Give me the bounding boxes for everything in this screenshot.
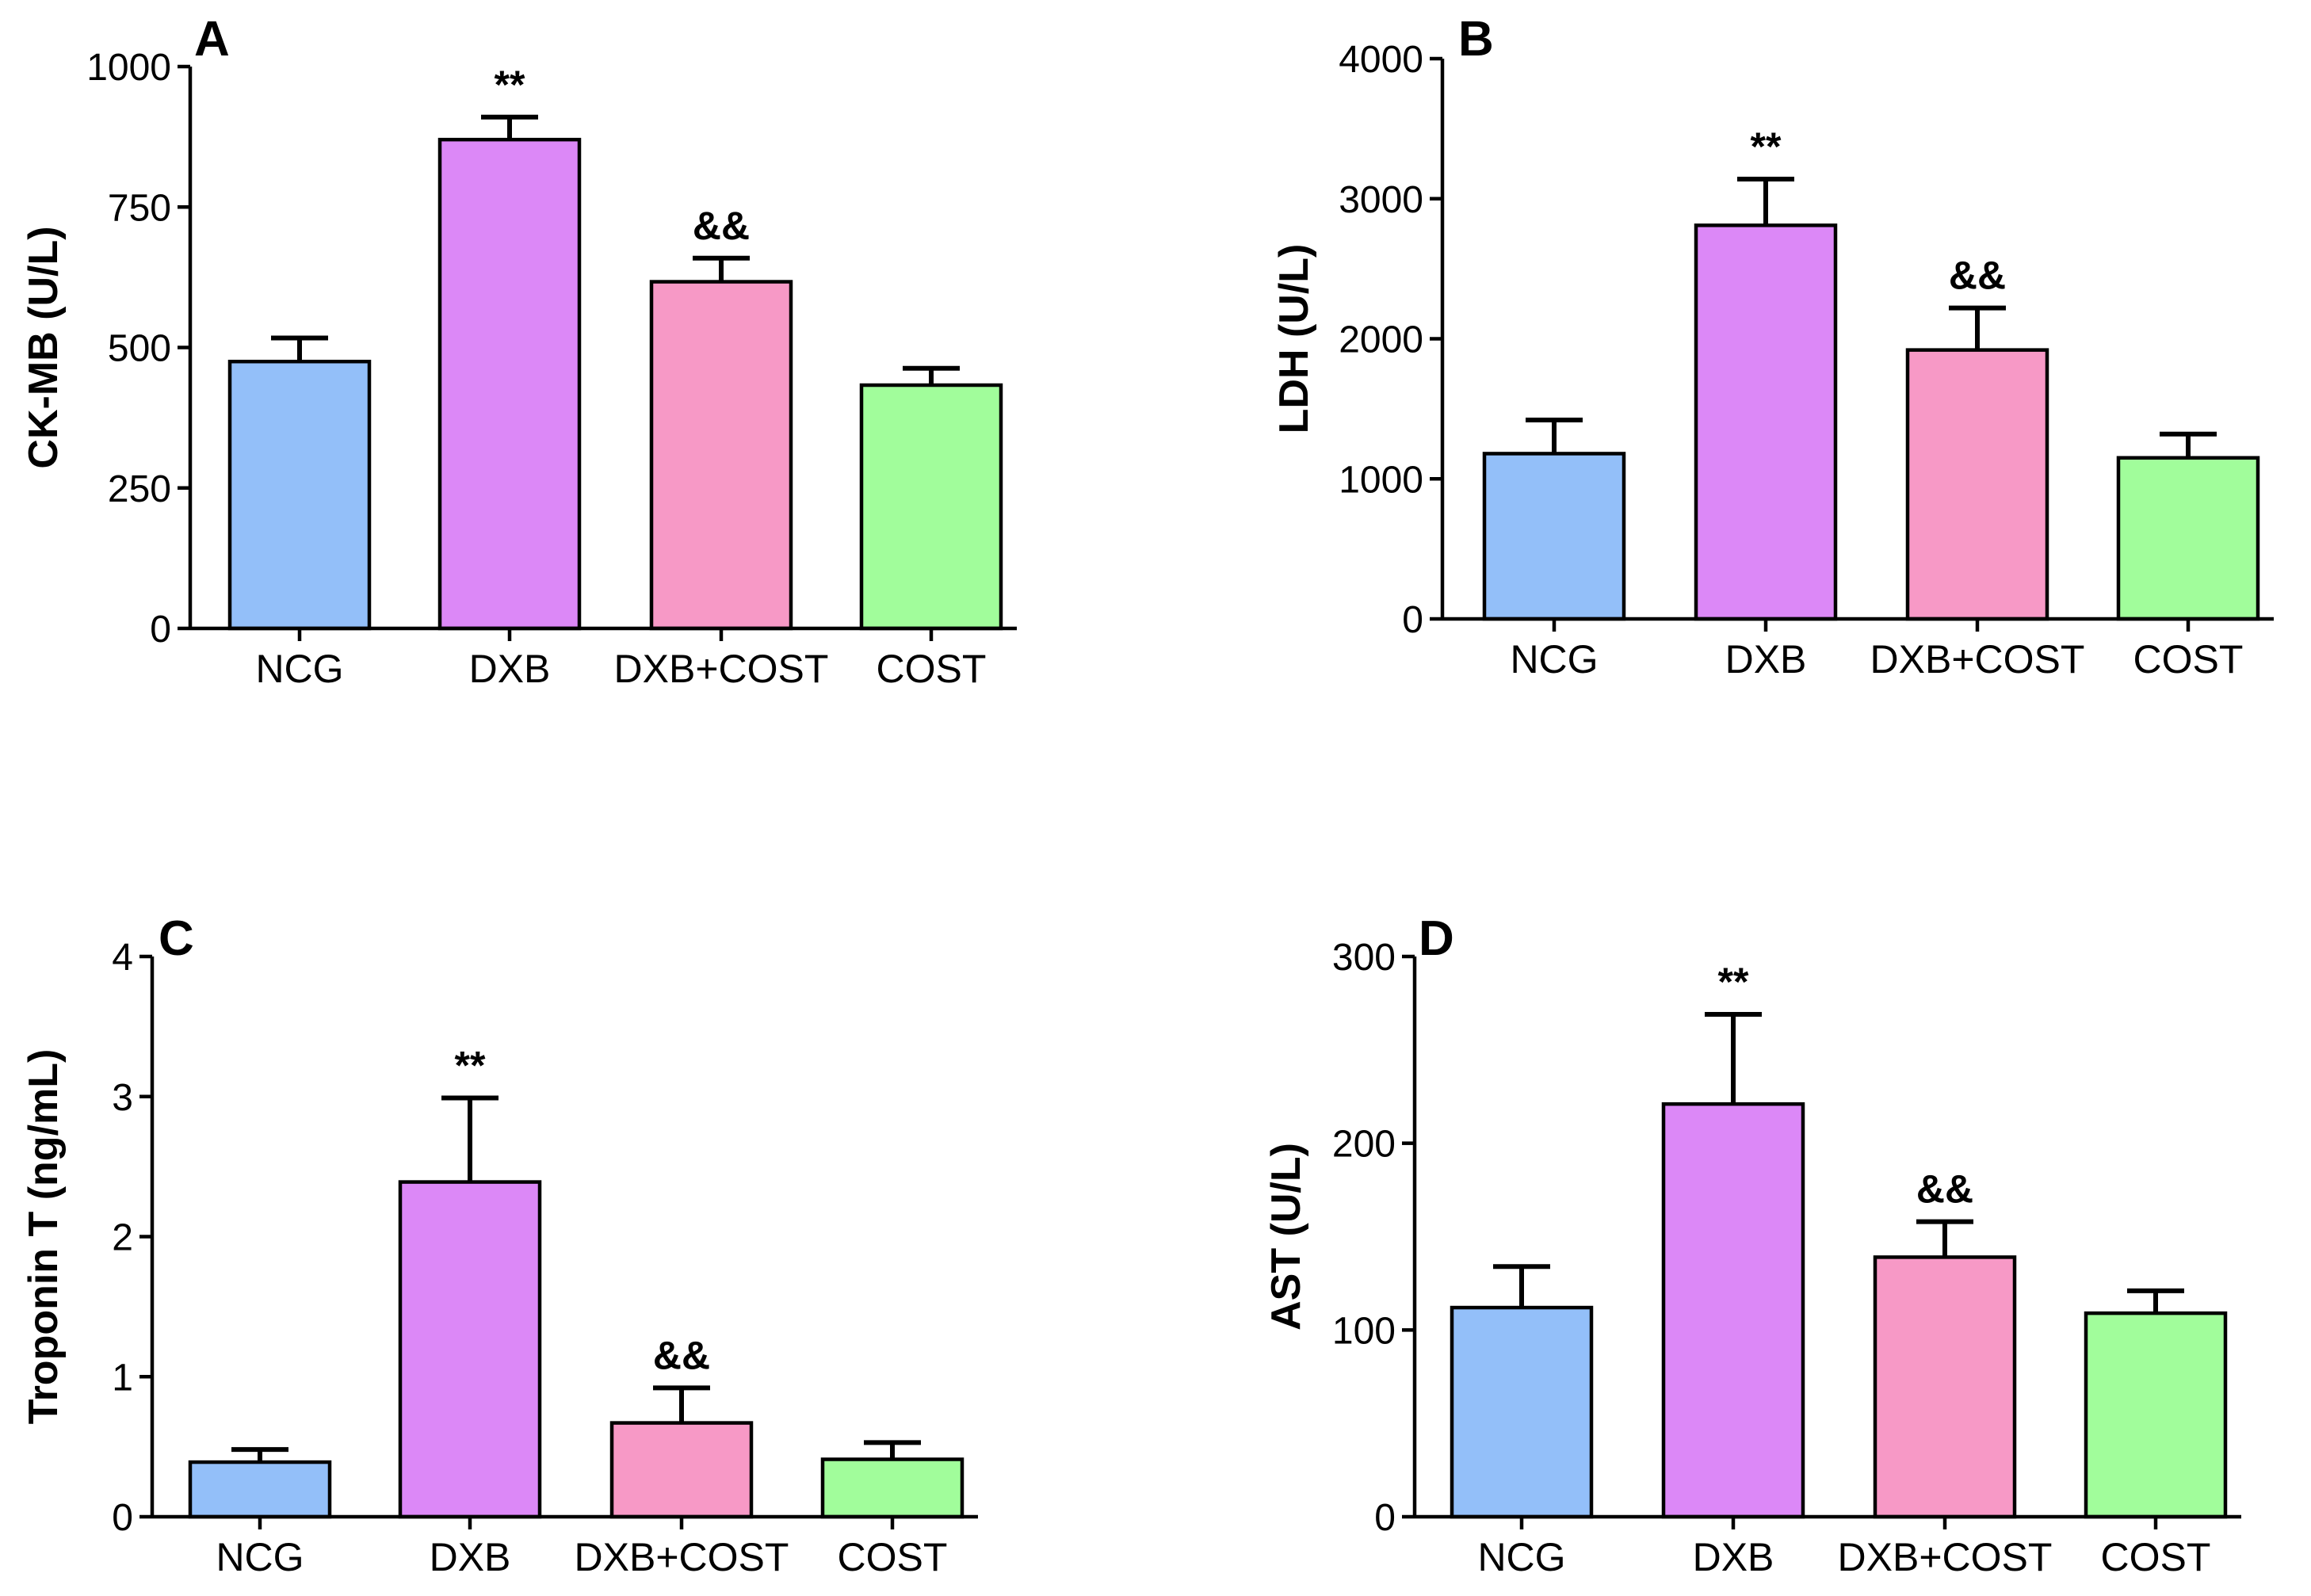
x-tick-label-d-2: DXB	[1693, 1535, 1774, 1579]
x-tick-label-d-4: COST	[2101, 1535, 2211, 1579]
x-tick-label-c-4: COST	[838, 1535, 948, 1579]
y-tick-label-c-1: 1	[112, 1357, 133, 1399]
x-tick-label-a-1: NCG	[255, 647, 343, 691]
y-tick-label-d-100: 100	[1332, 1310, 1396, 1352]
x-tick-label-c-3: DXB+COST	[575, 1535, 789, 1579]
significance-mark-b-2: **	[1751, 124, 1782, 169]
bar-c-ncg	[188, 1460, 332, 1519]
bar-c-dxb-cost	[609, 1421, 754, 1519]
error-bar-c-4	[864, 1440, 921, 1460]
significance-mark-d-2: **	[1718, 960, 1749, 1004]
y-tick-label-b-2000: 2000	[1339, 319, 1423, 361]
bar-c-dxb	[398, 1180, 542, 1519]
bar-b-cost	[2116, 456, 2260, 621]
y-axis-title-d: AST (U/L)	[1263, 1143, 1309, 1331]
bar-b-dxb-cost	[1905, 348, 2049, 621]
y-tick-label-b-1000: 1000	[1339, 459, 1423, 501]
chart-panel-a: ** && 0 250 500 750 1000 NCG DXB DXB+COST COST CK-M…	[21, 12, 1017, 691]
y-tick-label-c-3: 3	[112, 1077, 133, 1119]
y-tick-label-d-0: 0	[1374, 1497, 1396, 1539]
bar-d-dxb	[1661, 1102, 1805, 1519]
y-tick-label-b-3000: 3000	[1339, 179, 1423, 221]
y-tick-label-a-500: 500	[108, 328, 171, 370]
x-tick-label-b-1: NCG	[1510, 637, 1598, 682]
error-bar-c-2	[441, 1095, 498, 1182]
bar-a-dxb	[437, 137, 582, 631]
y-tick-label-b-4000: 4000	[1339, 39, 1423, 81]
panel-label-a: A	[194, 12, 230, 67]
significance-mark-c-2: **	[455, 1044, 486, 1088]
y-tick-label-a-250: 250	[108, 468, 171, 510]
y-tick-label-d-300: 300	[1332, 937, 1396, 979]
y-tick-label-a-0: 0	[150, 609, 171, 651]
x-tick-label-b-3: DXB+COST	[1870, 637, 2085, 682]
x-tick-label-c-2: DXB	[430, 1535, 511, 1579]
error-bar-a-3	[693, 255, 750, 282]
y-tick-label-c-4: 4	[112, 937, 133, 979]
significance-mark-a-3: &&	[693, 204, 750, 248]
y-tick-label-c-0: 0	[112, 1497, 133, 1539]
error-bar-b-4	[2160, 431, 2217, 458]
error-bar-b-2	[1737, 177, 1794, 226]
y-axis-title-c: Troponin T (ng/mL)	[21, 1049, 67, 1425]
error-bar-a-2	[481, 114, 538, 140]
chart-panel-d: ** && 0 100 200 300 NCG DXB DXB+COST COST AST (U/L…	[1263, 911, 2241, 1579]
y-axis-title-b: LDH (U/L)	[1271, 244, 1317, 434]
bar-a-dxb-cost	[649, 280, 793, 631]
bar-a-ncg	[227, 359, 372, 631]
panel-label-b: B	[1458, 12, 1494, 67]
error-bar-c-3	[653, 1385, 710, 1423]
x-tick-label-b-4: COST	[2133, 637, 2244, 682]
chart-panel-b: ** && 0 1000 2000 3000 4000 NCG DXB DXB+COST COST L…	[1271, 12, 2274, 682]
x-tick-label-c-1: NCG	[216, 1535, 304, 1579]
x-tick-label-a-4: COST	[877, 647, 987, 691]
error-bar-d-3	[1916, 1219, 1973, 1258]
bar-a-cost	[859, 383, 1003, 631]
y-tick-label-d-200: 200	[1332, 1124, 1396, 1166]
x-tick-label-d-3: DXB+COST	[1838, 1535, 2053, 1579]
error-bar-b-3	[1949, 305, 2006, 350]
bar-d-dxb-cost	[1873, 1255, 2017, 1519]
error-bar-c-1	[231, 1447, 288, 1463]
significance-mark-a-2: **	[495, 63, 525, 107]
error-bar-a-4	[903, 365, 960, 386]
x-tick-label-a-2: DXB	[469, 647, 551, 691]
x-tick-label-a-3: DXB+COST	[614, 647, 829, 691]
error-bar-d-2	[1705, 1012, 1762, 1105]
panel-label-c: C	[159, 911, 194, 966]
y-tick-label-c-2: 2	[112, 1217, 133, 1259]
significance-mark-d-3: &&	[1916, 1167, 1973, 1212]
bar-d-ncg	[1450, 1305, 1594, 1519]
error-bar-d-1	[1493, 1264, 1550, 1308]
error-bar-a-1	[271, 335, 328, 362]
significance-mark-c-3: &&	[653, 1333, 710, 1377]
bar-b-dxb	[1694, 223, 1838, 621]
bar-b-ncg	[1482, 452, 1626, 621]
x-tick-label-d-1: NCG	[1477, 1535, 1565, 1579]
error-bar-d-4	[2127, 1288, 2184, 1314]
panel-label-d: D	[1419, 911, 1454, 966]
y-axis-title-a: CK-MB (U/L)	[21, 226, 67, 468]
bar-d-cost	[2084, 1311, 2228, 1519]
significance-mark-b-3: &&	[1949, 254, 2006, 298]
error-bar-b-1	[1526, 418, 1583, 454]
y-tick-label-a-1000: 1000	[86, 47, 171, 89]
chart-panel-c: ** && 0 1 2 3 4 NCG DXB DXB+COST COST Troponin T (n…	[21, 911, 978, 1579]
x-tick-label-b-2: DXB	[1725, 637, 1807, 682]
y-tick-label-a-750: 750	[108, 187, 171, 229]
y-tick-label-b-0: 0	[1402, 599, 1423, 641]
bar-c-cost	[820, 1457, 965, 1519]
